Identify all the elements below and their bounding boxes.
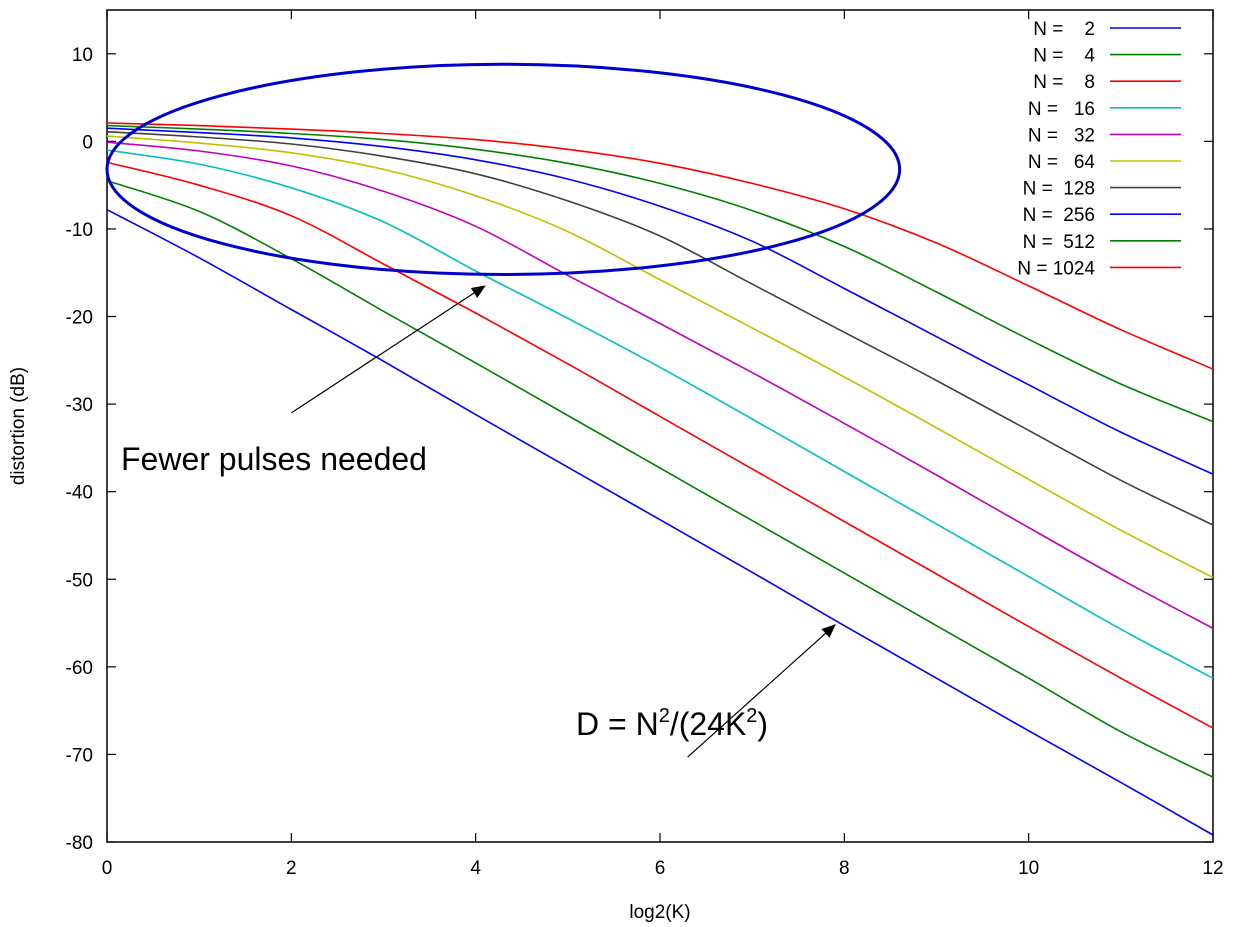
legend: N = 2 N = 4 N = 8 N = 16 N = 32 N = 64 N = 128… [1017, 19, 1181, 279]
legend-label: N = 64 [1028, 152, 1095, 173]
series-line-7 [106, 127, 1214, 475]
y-tick-label: -80 [66, 833, 93, 854]
x-tick-label: 6 [655, 858, 666, 879]
legend-label: N = 128 [1023, 179, 1095, 200]
legend-label: N = 4 [1033, 46, 1095, 67]
formula-sup-2: 2 [746, 705, 757, 727]
formula-sup-1: 2 [659, 705, 670, 727]
legend-label: N = 512 [1023, 232, 1095, 253]
x-tick-label: 8 [839, 858, 850, 879]
legend-label: N = 2 [1033, 19, 1095, 40]
highlight-ellipse [105, 62, 902, 276]
legend-label: N = 32 [1028, 125, 1095, 146]
y-axis-label: distortion (dB) [8, 367, 29, 485]
series-line-5 [106, 135, 1214, 579]
legend-label: N = 256 [1023, 205, 1095, 226]
formula-part-end: ) [757, 706, 768, 742]
y-tick-label: 10 [72, 45, 93, 66]
annotation-formula: D = N2/(24K2) [576, 705, 768, 742]
formula-part-main: D = N [576, 706, 659, 742]
y-tick-label: -40 [66, 483, 93, 504]
formula-part-mid: /(24K [670, 706, 746, 742]
arrow-fewer-pulses [291, 285, 486, 414]
x-tick-label: 0 [102, 858, 113, 879]
y-tick-label: 0 [82, 132, 93, 153]
series-line-2 [106, 161, 1214, 729]
annotation-layer [105, 62, 902, 758]
y-tick-label: -50 [66, 570, 93, 591]
y-tick-label: -10 [66, 220, 93, 241]
series-line-0 [106, 208, 1214, 836]
x-tick-label: 4 [470, 858, 481, 879]
x-tick-label: 12 [1202, 858, 1223, 879]
legend-label: N = 1024 [1017, 258, 1095, 279]
y-tick-label: -20 [66, 308, 93, 329]
y-tick-label: -70 [66, 745, 93, 766]
legend-label: N = 8 [1033, 72, 1095, 93]
y-tick-label: -30 [66, 395, 93, 416]
series-line-4 [106, 141, 1214, 630]
plot-axes: 0 2 4 6 8 10 12 -80 -70 -60 -50 -40 -30 -20 -10 0 10 [66, 9, 1224, 879]
y-tick-label: -60 [66, 658, 93, 679]
x-axis-label: log2(K) [629, 902, 690, 923]
x-tick-label: 10 [1018, 858, 1039, 879]
arrow-formula [687, 624, 836, 758]
series-line-9 [106, 122, 1214, 370]
legend-label: N = 16 [1028, 99, 1095, 120]
annotation-fewer-pulses: Fewer pulses needed [121, 441, 427, 477]
series-line-6 [106, 130, 1214, 526]
x-tick-label: 2 [286, 858, 297, 879]
series-line-3 [106, 149, 1214, 679]
series-layer [106, 122, 1214, 836]
series-line-8 [106, 124, 1214, 423]
